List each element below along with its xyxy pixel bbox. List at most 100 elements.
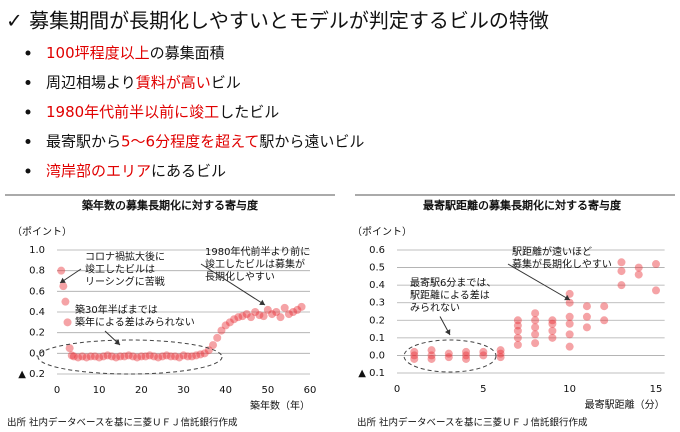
- bullet-segment: にあるビル: [151, 162, 226, 180]
- scatter-point: [297, 302, 306, 311]
- annotation: みられない: [410, 302, 460, 314]
- annotation: 駅距離が遠いほど: [512, 245, 592, 258]
- scatter-point: [268, 310, 277, 319]
- y-tick-label: 1.0: [29, 245, 45, 256]
- scatter-point: [565, 312, 574, 321]
- scatter-point: [217, 326, 226, 335]
- scatter-point: [289, 308, 298, 316]
- scatter-point: [531, 339, 540, 348]
- scatter-point: [183, 352, 192, 361]
- source-note: 出所 社内データベースを基に三菱ＵＦＪ信託銀行作成: [357, 417, 588, 429]
- y-tick-label: 0.5: [369, 263, 385, 274]
- x-tick-label: 10: [563, 384, 576, 395]
- scatter-point: [582, 312, 591, 321]
- scatter-point: [103, 351, 112, 360]
- scatter-point: [187, 352, 196, 361]
- scatter-point: [280, 303, 289, 312]
- scatter-point: [200, 349, 209, 358]
- bullet-dot: [25, 139, 31, 144]
- scatter-point: [246, 313, 255, 322]
- scatter-point: [175, 353, 184, 362]
- scatter-point: [149, 352, 158, 361]
- x-tick-label: 50: [261, 385, 274, 396]
- scatter-point: [225, 318, 234, 327]
- x-tick-label: 5: [480, 384, 486, 395]
- arrow-head: [259, 299, 265, 305]
- scatter-point: [565, 342, 574, 351]
- scatter-point: [410, 354, 419, 363]
- scatter-point: [166, 352, 175, 361]
- scatter-point: [617, 267, 626, 276]
- scatter-point: [548, 326, 557, 335]
- scatter-point: [531, 330, 540, 339]
- scatter-point: [67, 351, 76, 360]
- arrow-head: [564, 294, 570, 301]
- annotation: 竣工したビルは募集が: [205, 258, 305, 271]
- slide-title: ✓ 募集期間が長期化しやすいとモデルが判定するビルの特徴: [6, 9, 549, 33]
- bullet-dot: [25, 50, 31, 56]
- bullet-segment: 駅から遠いビル: [259, 132, 364, 150]
- scatter-point: [120, 352, 129, 361]
- bullet-dot: [25, 80, 31, 85]
- y-axis-label: （ポイント）: [12, 226, 72, 238]
- y-tick-label: 0.6: [369, 245, 385, 256]
- y-tick-label: 0.4: [29, 307, 45, 318]
- scatter-point: [652, 286, 660, 295]
- scatter-point: [141, 352, 150, 361]
- scatter-point: [61, 297, 70, 306]
- annotation: 竣工したビルは: [85, 263, 155, 276]
- y-tick-label: 0.2: [369, 315, 385, 326]
- y-tick-label: 0.3: [369, 298, 385, 309]
- scatter-point: [63, 318, 72, 327]
- bullet-segment: 5～6分程度を超えて: [121, 132, 259, 150]
- scatter-point: [531, 309, 540, 318]
- y-tick-label: 0.0: [369, 350, 385, 361]
- bullet-text: 100坪程度以上の募集面積: [46, 44, 225, 62]
- x-tick-label: 40: [219, 385, 232, 396]
- scatter-point: [617, 281, 626, 290]
- scatter-point: [272, 308, 281, 316]
- scatter-point: [74, 353, 83, 362]
- scatter-point: [427, 351, 436, 360]
- arrow-head: [59, 277, 66, 283]
- annotation: 築年による差はみられない: [75, 316, 195, 329]
- scatter-point: [276, 313, 285, 322]
- scatter-point: [234, 313, 243, 322]
- scatter-point: [600, 316, 609, 325]
- arrow-head: [114, 339, 120, 345]
- scatter-point: [259, 312, 268, 321]
- scatter-point: [82, 353, 91, 362]
- scatter-point: [479, 347, 488, 356]
- x-tick-label: 60: [304, 385, 317, 396]
- scatter-point: [154, 353, 163, 362]
- scatter-point: [107, 352, 116, 361]
- y-tick-label: ▲ 0.2: [18, 369, 45, 380]
- scatter-point: [617, 258, 626, 267]
- scatter-point: [59, 282, 68, 291]
- scatter-point: [479, 351, 488, 360]
- annotation: コロナ禍拡大後に: [85, 250, 165, 263]
- y-tick-label: 0.4: [369, 280, 385, 291]
- scatter-point: [410, 347, 419, 356]
- scatter-point: [116, 352, 125, 361]
- scatter-point: [548, 333, 557, 342]
- scatter-point: [90, 352, 99, 361]
- scatter-point: [65, 344, 74, 353]
- y-tick-label: 0.8: [29, 266, 45, 277]
- chart-title: 最寄駅距離の募集長期化に対する寄与度: [423, 198, 622, 212]
- bullet-segment: 最寄駅から: [46, 132, 121, 150]
- charts: 築年数の募集長期化に対する寄与度 （ポイント） ▲ 0.2 0.0 0.2 0.4 0.6 0…: [5, 194, 675, 429]
- scatter-point: [57, 266, 66, 275]
- y-tick-label: 0.1: [369, 333, 385, 344]
- scatter-point: [652, 260, 660, 269]
- scatter-point: [112, 353, 121, 362]
- scatter-point: [238, 312, 247, 321]
- scatter-point: [179, 351, 188, 360]
- scatter-point: [496, 346, 505, 355]
- scatter-point: [86, 352, 95, 361]
- bullet-segment: ビル: [211, 73, 241, 91]
- annotation: 1980年代前半より前に: [205, 245, 310, 258]
- scatter-point: [204, 346, 213, 355]
